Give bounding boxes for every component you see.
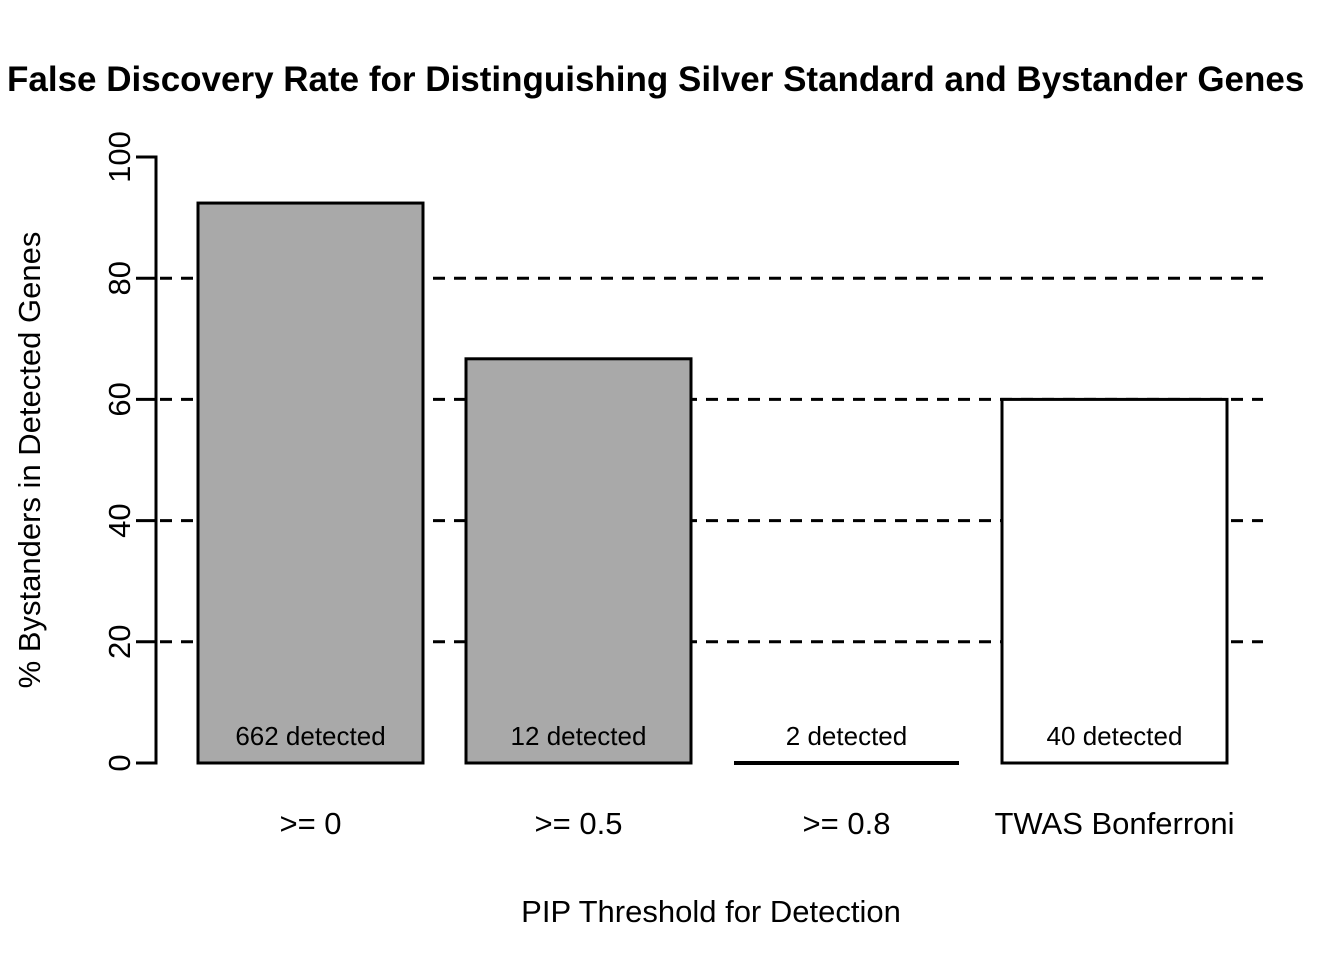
bar-count-label-3: 40 detected: [1047, 721, 1183, 751]
bar-count-label-0: 662 detected: [235, 721, 385, 751]
bar-3: [1000, 397, 1229, 765]
bar-0: [196, 201, 425, 765]
x-category-label-0: >= 0: [279, 806, 341, 841]
y-tick-label-60: 60: [102, 382, 137, 416]
y-tick-label-40: 40: [102, 503, 137, 537]
bar-1: [464, 357, 693, 765]
y-tick-label-100: 100: [102, 131, 137, 183]
y-tick-label-80: 80: [102, 261, 137, 295]
bar-count-label-1: 12 detected: [511, 721, 647, 751]
bar-count-label-2: 2 detected: [786, 721, 907, 751]
chart-title: False Discovery Rate for Distinguishing …: [7, 60, 1304, 99]
plot-area: 662 detected >= 0 12 detected >= 0.5 2 detec…: [102, 131, 1263, 841]
x-category-label-3: TWAS Bonferroni: [994, 806, 1234, 841]
x-category-label-1: >= 0.5: [535, 806, 623, 841]
x-axis-title: PIP Threshold for Detection: [521, 894, 901, 929]
x-category-label-2: >= 0.8: [803, 806, 891, 841]
y-tick-label-0: 0: [102, 754, 137, 771]
y-axis-title: % Bystanders in Detected Genes: [12, 232, 47, 689]
y-tick-label-20: 20: [102, 625, 137, 659]
